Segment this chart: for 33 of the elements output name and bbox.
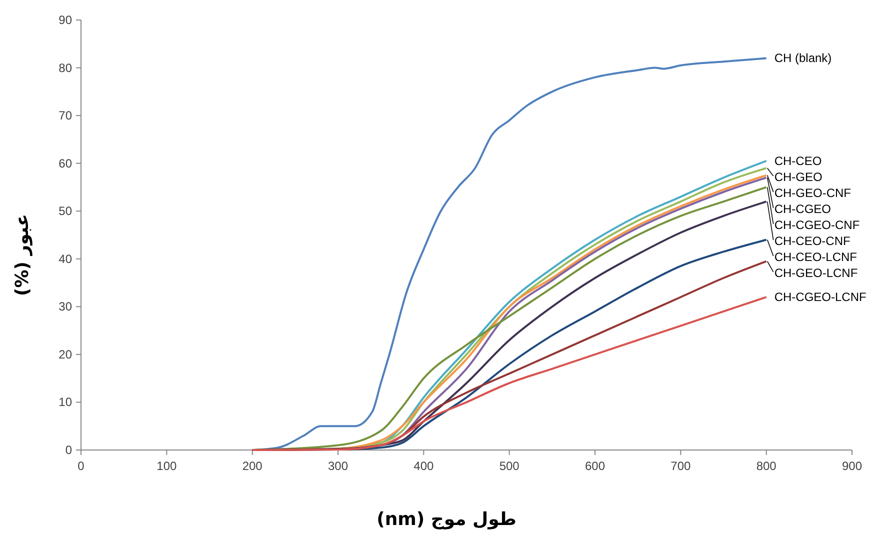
x-tick-label: 200 <box>242 459 263 473</box>
y-tick-label: 50 <box>58 204 72 218</box>
series-label: CH-CGEO-LCNF <box>774 290 866 304</box>
series-label: CH-GEO-CNF <box>774 186 852 200</box>
x-tick-label: 100 <box>156 459 177 473</box>
series-label: CH-CEO-LCNF <box>774 250 858 264</box>
y-tick-label: 10 <box>58 395 72 410</box>
y-tick-label: 0 <box>65 443 72 457</box>
x-tick-label: 900 <box>842 459 862 473</box>
x-tick-label: 600 <box>584 459 606 473</box>
x-tick-label: 0 <box>78 459 85 473</box>
y-tick-label: 90 <box>58 13 72 27</box>
y-tick-label: 30 <box>58 300 72 314</box>
text: CH-CGEO <box>774 202 832 216</box>
x-tick-label: 500 <box>499 459 520 473</box>
y-tick-label: 40 <box>58 252 72 266</box>
y-tick-label: 80 <box>58 60 72 75</box>
y-tick-label: 60 <box>58 156 72 170</box>
y-axis-title: عبور (%) <box>12 214 33 296</box>
line-series <box>251 296 768 451</box>
x-tick-label: 400 <box>414 459 434 473</box>
y-tick-label: 20 <box>58 347 72 362</box>
x-tick-label: 300 <box>328 459 348 473</box>
x-tick-label: 700 <box>670 459 691 473</box>
text: CH-CEO-CNF <box>774 234 850 248</box>
x-axis-title: طول موج (nm) <box>376 509 516 530</box>
series-label: CH-GEO-LCNF <box>774 266 858 280</box>
text: CH-CGEO-CNF <box>774 218 860 232</box>
x-tick-label: 800 <box>756 459 777 473</box>
series-label: CH-GEO <box>774 170 822 184</box>
series-label: CH (blank) <box>774 51 832 66</box>
series-label: CH-CEO <box>774 154 822 168</box>
y-tick-label: 70 <box>58 108 72 123</box>
